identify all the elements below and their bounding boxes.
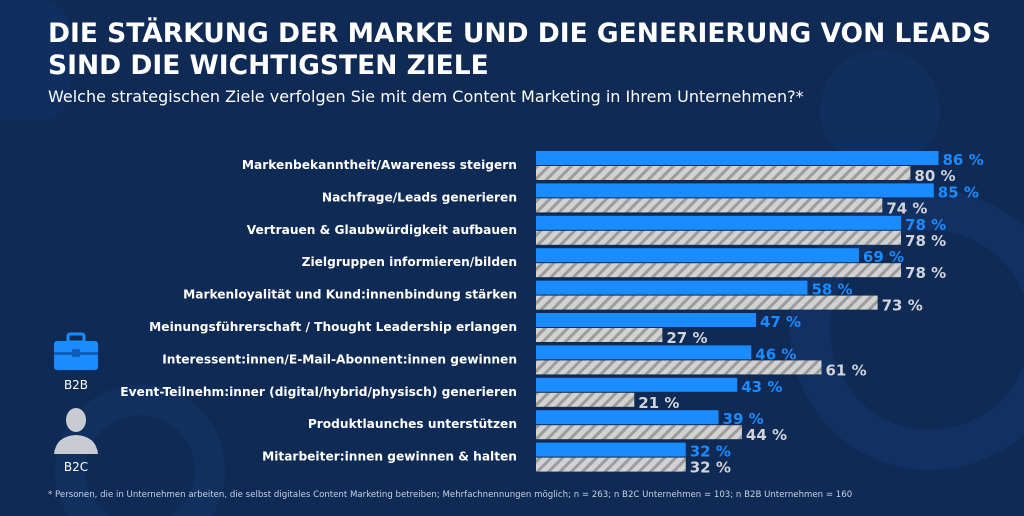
data-label-b2c: 80 % <box>914 167 955 185</box>
bar-b2c <box>536 198 883 213</box>
category-label: Markenloyalität und Kund:innenbindung st… <box>183 288 517 302</box>
chart-subtitle: Welche strategischen Ziele verfolgen Sie… <box>48 87 804 106</box>
category-label: Mitarbeiter:innen gewinnen & halten <box>262 450 517 464</box>
data-label-b2b: 39 % <box>723 410 764 428</box>
briefcase-icon <box>54 332 98 370</box>
legend-b2b: B2B <box>36 332 116 392</box>
data-label-b2c: 78 % <box>905 232 946 250</box>
bar-b2b <box>536 151 939 165</box>
bar-b2b <box>536 280 808 295</box>
bar-b2b <box>536 248 859 263</box>
data-label-b2b: 85 % <box>938 183 979 201</box>
bar-b2c <box>536 295 878 310</box>
data-label-b2c: 27 % <box>666 329 707 347</box>
data-label-b2c: 73 % <box>882 297 923 315</box>
footnote: * Personen, die in Unternehmen arbeiten,… <box>48 490 853 500</box>
bar-b2b <box>536 183 934 198</box>
data-label-b2b: 47 % <box>760 313 801 331</box>
bar-b2c <box>536 392 635 407</box>
bar-b2c <box>536 263 902 278</box>
bar-b2c <box>536 230 902 245</box>
category-label: Interessent:innen/E-Mail-Abonnent:innen … <box>162 352 517 366</box>
data-label-b2b: 32 % <box>690 443 731 461</box>
bar-b2b <box>536 215 902 230</box>
bar-b2b <box>536 442 686 457</box>
data-label-b2b: 43 % <box>741 378 782 396</box>
data-label-b2b: 78 % <box>905 216 946 234</box>
data-label-b2c: 44 % <box>746 426 787 444</box>
chart-title: DIE STÄRKUNG DER MARKE UND DIE GENERIERU… <box>48 18 992 81</box>
data-label-b2c: 61 % <box>825 361 866 379</box>
bar-b2b <box>536 345 752 360</box>
data-label-b2c: 74 % <box>886 199 927 217</box>
bar-b2b <box>536 313 756 327</box>
category-label: Markenbekanntheit/Awareness steigern <box>242 158 517 172</box>
data-label-b2b: 58 % <box>811 281 852 299</box>
person-icon <box>54 408 98 454</box>
bar-b2c <box>536 360 822 375</box>
category-label: Nachfrage/Leads generieren <box>322 190 517 204</box>
category-label: Meinungsführerschaft / Thought Leadershi… <box>149 320 517 334</box>
bar-b2b <box>536 410 719 425</box>
legend-b2c-label: B2C <box>63 460 89 474</box>
data-label-b2c: 32 % <box>690 459 731 477</box>
data-label-b2b: 86 % <box>942 151 983 169</box>
data-label-b2c: 21 % <box>638 394 679 412</box>
legend-b2b-label: B2B <box>63 378 89 392</box>
data-label-b2b: 69 % <box>863 248 904 266</box>
legend-b2c: B2C <box>36 404 116 474</box>
data-label-b2b: 46 % <box>755 345 796 363</box>
category-label: Zielgruppen informieren/bilden <box>302 255 517 269</box>
category-label: Vertrauen & Glaubwürdigkeit aufbauen <box>247 223 517 237</box>
data-label-b2c: 78 % <box>905 264 946 282</box>
bar-b2c <box>536 328 663 342</box>
bar-chart: Markenbekanntheit/Awareness steigern 86 %… <box>120 151 984 477</box>
category-label: Event-Teilnehm:inner (digital/hybrid/phy… <box>120 385 517 399</box>
bar-b2c <box>536 425 742 440</box>
bar-b2c <box>536 166 911 180</box>
bar-b2c <box>536 457 686 472</box>
bar-b2b <box>536 377 738 392</box>
category-label: Produktlaunches unterstützen <box>308 417 517 431</box>
